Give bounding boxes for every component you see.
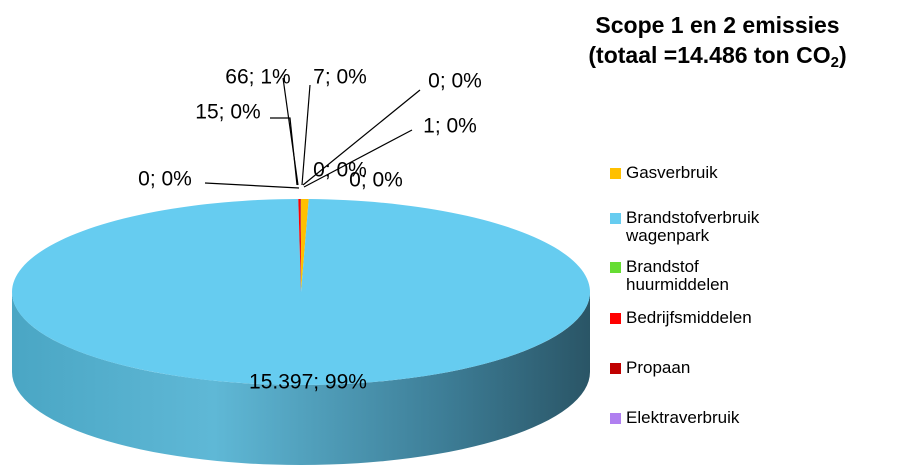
subtitle: (totaal =14.486 ton CO [588,42,831,68]
leader-line [270,117,298,186]
data-label: 0; 0% [313,159,367,182]
slice [300,199,301,292]
data-label: 0; 0% [138,168,192,191]
slice [301,199,309,292]
slice [298,199,301,292]
data-label: 0; 0% [428,70,482,93]
leader-line [301,84,311,186]
legend-label: Elektraverbruik [626,408,740,427]
data-label: 0; 0% [349,169,403,192]
legend-swatch [610,413,621,424]
legend-swatch [610,313,621,324]
legend-label: Gasverbruik [626,163,718,182]
data-label: 15; 0% [195,101,260,124]
legend-label: Brandstof huurmiddelen [626,257,730,294]
legend-swatch [610,168,621,179]
data-label: 7; 0% [313,66,367,89]
chart-title: Scope 1 en 2 emissies (totaal =14.486 ton… [530,10,905,70]
data-label: 1; 0% [423,115,477,138]
legend-swatch [610,262,621,273]
data-label: 15.397; 99% [249,371,367,394]
subtitle-subscript: 2 [830,54,839,71]
leader-line [204,182,300,189]
leader-line [303,129,413,188]
leader-line [302,89,421,186]
slice [12,199,591,386]
subtitle-suffix: ) [838,42,847,68]
legend-label: Brandstofverbruik wagenpark [626,208,760,245]
legend-swatch [610,213,621,224]
legend-label: Propaan [626,358,691,377]
data-label: 66; 1% [225,66,290,89]
title: Scope 1 en 2 emissies [595,12,840,38]
slice-side [12,292,590,465]
legend-swatch [610,363,621,374]
legend-label: Bedrijfsmiddelen [626,308,752,327]
